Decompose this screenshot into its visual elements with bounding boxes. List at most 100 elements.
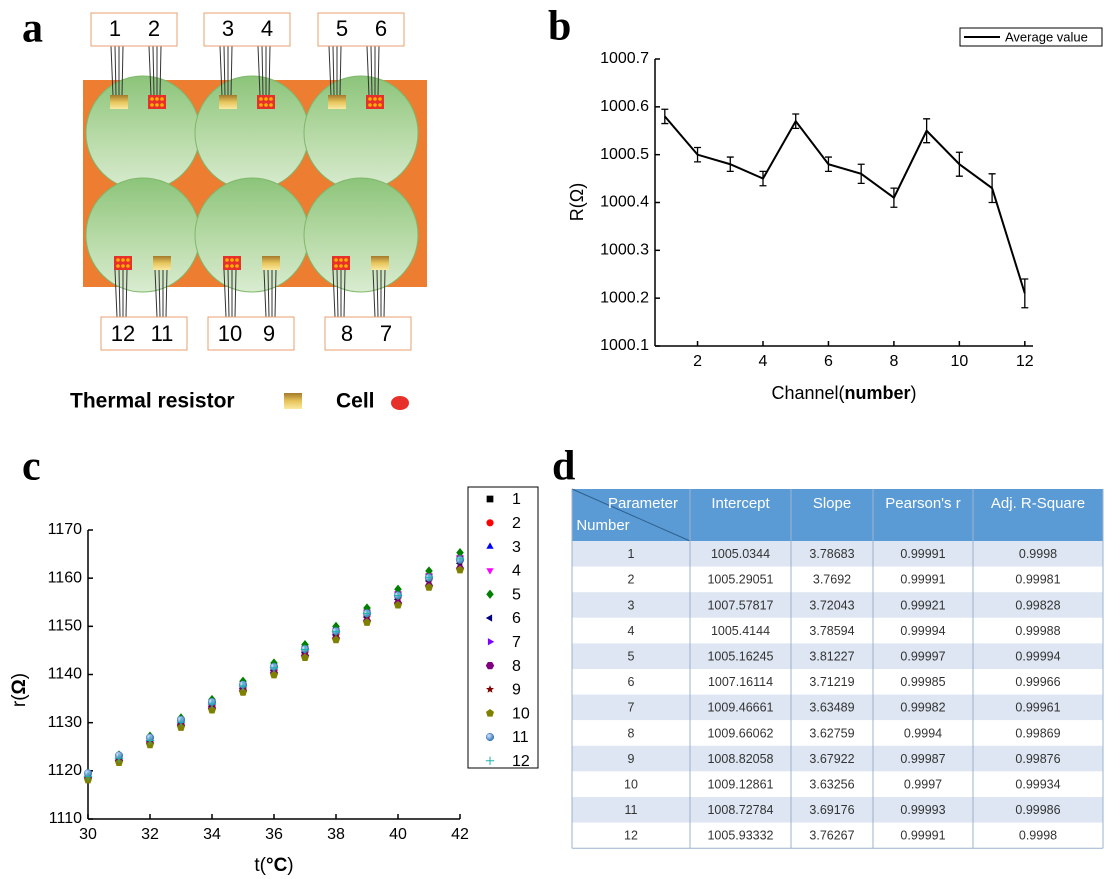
marker [238,681,248,691]
table-cell: 1009.46661 [707,701,773,715]
label-box [207,316,295,351]
error-bar [955,151,963,177]
cell [368,103,372,107]
error-bar [890,187,898,208]
table-cell: 0.99986 [1015,803,1060,817]
y-axis-label: R(Ω) [567,183,587,221]
wells [85,45,419,318]
table-corner: Number [576,517,629,534]
wire [366,45,370,97]
y-tick-label: 1120 [48,762,83,779]
marker [208,705,216,714]
table-cell: 3.78594 [809,624,854,638]
marker [301,653,309,662]
cell-site [148,95,166,109]
marker [455,554,465,564]
corner-diagonal [571,488,691,542]
table-cell: 3.69176 [809,803,854,817]
table-cell: 0.99961 [1015,701,1060,715]
cell [344,258,348,262]
label-box [203,12,291,47]
cell [150,103,154,107]
table-cell: 10 [624,777,638,791]
wire [125,269,128,318]
x-tick-label: 10 [950,353,968,370]
table-cell: 6 [628,675,635,689]
well [303,75,419,191]
legend-box [467,486,539,769]
marker [456,548,464,558]
y-tick-label: 1130 [48,714,83,731]
cell [225,258,229,262]
table-header [572,489,1103,541]
error-bar [988,173,996,204]
legend-swatch [486,685,494,693]
wire [377,45,380,97]
label-box [90,12,178,47]
well [194,177,310,293]
x-axis-label: t(°C) [254,855,293,876]
label-part: t( [254,855,266,876]
legend-swatch [391,396,409,410]
cell [334,258,338,262]
table-cell: 0.99966 [1015,675,1060,689]
x-tick-label: 36 [265,826,283,843]
legend-swatch [485,732,495,742]
cell [160,103,164,107]
x-tick-label: 4 [759,353,768,370]
marker [300,645,310,654]
label-part: r( [9,694,30,707]
marker [332,621,340,631]
error-bar [824,156,832,173]
cell [235,258,239,262]
wire [257,45,261,97]
table-cell: 11 [625,803,638,817]
marker [332,635,340,644]
well [85,177,201,293]
wire [376,269,379,318]
legend-label: 9 [512,682,521,699]
table-row [572,771,1103,797]
cell [368,97,372,101]
wire [263,269,267,318]
y-tick-label: 1110 [49,810,82,827]
table-row [572,745,1103,772]
wire [148,45,152,97]
label-box [100,316,188,351]
table-row [572,541,1103,567]
wire [328,45,332,97]
cell [339,258,343,262]
cell [155,97,159,101]
table-header-cell: Slope [813,495,851,512]
panel-label: a [22,6,43,52]
x-tick-label: 2 [693,353,702,370]
well-number: 6 [375,16,387,41]
cell [378,103,382,107]
cell [116,258,120,262]
cell [334,264,338,268]
table-corner: Parameter [608,495,678,512]
legend-label: 11 [512,729,529,746]
error-bar [857,163,865,185]
error-bar [1021,278,1029,309]
table-cell: 0.99991 [900,829,945,843]
thermal-resistor [219,95,237,109]
table-cell: 0.9998 [1019,829,1057,843]
table-row [572,797,1103,823]
wire [336,269,339,318]
label-part: ) [911,383,917,403]
table-cell: 0.9998 [1019,547,1057,561]
wire [159,45,162,97]
marker [425,566,433,576]
y-tick-label: 1000.4 [600,194,649,211]
legend-swatch [486,495,494,503]
wire [114,45,117,97]
wire [370,45,373,97]
y-tick-label: 1000.3 [600,242,649,259]
error-bar [792,113,800,130]
wire [110,45,114,97]
wire [332,269,336,318]
legend-label: 4 [512,563,521,580]
cell [269,97,273,101]
table-cell: 0.99994 [900,624,945,638]
